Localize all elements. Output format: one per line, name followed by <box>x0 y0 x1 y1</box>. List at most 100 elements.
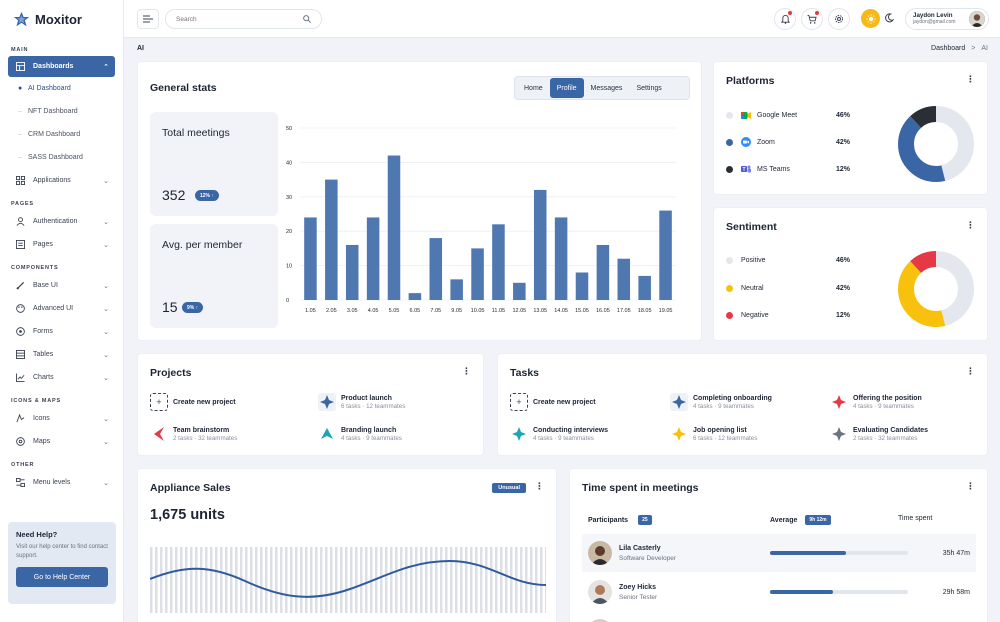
sidebar-item-forms[interactable]: Forms ⌄ <box>0 320 123 343</box>
sidebar-item-dashboards[interactable]: Dashboards ⌃ <box>8 56 115 77</box>
task-name: Conducting interviews <box>533 426 609 434</box>
sidebar-subitem-crm-dashboard[interactable]: – CRM Dashboard <box>0 123 123 146</box>
task-name: Evaluating Candidates <box>853 426 929 434</box>
search-icon[interactable] <box>303 15 311 23</box>
chevron-down-icon: ⌄ <box>103 242 109 249</box>
palette-icon <box>15 304 25 314</box>
sidebar-subitem-sass-dashboard[interactable]: – SASS Dashboard <box>0 146 123 169</box>
create-task-project-button[interactable]: + Create new project <box>510 390 596 414</box>
time-spent-more-icon[interactable]: ⋮ <box>966 481 975 491</box>
table-row[interactable]: Zoey Hicks Senior Tester 29h 58m <box>582 573 976 611</box>
logo[interactable]: Moxitor <box>0 0 123 38</box>
sidebar-item-charts[interactable]: Charts ⌄ <box>0 366 123 389</box>
donut-slice[interactable] <box>898 251 974 327</box>
sentiment-more-icon[interactable]: ⋮ <box>966 220 975 230</box>
task-item[interactable]: Offering the position 4 tasks · 9 teammat… <box>830 390 922 414</box>
table-row[interactable] <box>582 612 976 622</box>
sidebar-item-label: Authentication <box>33 218 78 225</box>
project-item[interactable]: Team brainstorm 2 tasks · 32 teammates <box>150 422 237 446</box>
section-other: OTHER <box>11 462 35 468</box>
avg-per-member-badge: 9% ↑ <box>182 302 204 313</box>
bar[interactable] <box>554 217 568 300</box>
x-tick-label: 2.05 <box>326 308 337 314</box>
x-tick-label: 15.05 <box>575 308 589 314</box>
sidebar-subitem-nft-dashboard[interactable]: – NFT Dashboard <box>0 100 123 123</box>
create-project-button[interactable]: + Create new project <box>150 390 236 414</box>
tasks-card: Tasks ⋮ + Create new project Completing … <box>497 353 988 456</box>
light-mode-button[interactable] <box>861 9 880 28</box>
task-item[interactable]: Evaluating Candidates 2 tasks · 32 teamma… <box>830 422 928 446</box>
task-item[interactable]: Job opening list 6 tasks · 12 teammates <box>670 422 757 446</box>
sidebar-item-menu-levels[interactable]: Menu levels ⌄ <box>0 471 123 494</box>
appliance-sales-card: Appliance Sales Unusual ⋮ 1,675 units <box>137 468 557 622</box>
table-row[interactable]: Lila Casterly Software Developer 35h 47m <box>582 534 976 572</box>
breadcrumb: Dashboard > AI <box>931 45 988 52</box>
sentiment-card: Sentiment ⋮ Positive 46% Neutral 42% Neg… <box>713 207 988 341</box>
sidebar-item-applications[interactable]: Applications ⌄ <box>0 169 123 192</box>
help-center-button[interactable]: Go to Help Center <box>16 567 108 587</box>
legend-dot <box>726 111 733 119</box>
ms-teams-icon: T <box>741 164 751 174</box>
bar[interactable] <box>387 155 401 300</box>
sidebar-subitem-ai-dashboard[interactable]: ● AI Dashboard <box>0 77 123 100</box>
sidebar-subitem-label: SASS Dashboard <box>28 154 83 161</box>
bar[interactable] <box>638 275 651 300</box>
project-item[interactable]: Branding launch 4 tasks · 9 teammates <box>318 422 402 446</box>
project-item[interactable]: Product launch 6 tasks · 12 teammates <box>318 390 405 414</box>
user-menu[interactable]: Jaydon Levin jaydon@gmail.com <box>905 8 989 30</box>
sidebar-item-advanced-ui[interactable]: Advanced UI ⌄ <box>0 297 123 320</box>
bar[interactable] <box>471 248 484 300</box>
appliance-units-value: 1,675 units <box>150 507 225 523</box>
bar[interactable] <box>429 238 443 300</box>
sidebar-item-maps[interactable]: Maps ⌄ <box>0 430 123 453</box>
sidebar-item-base-ui[interactable]: Base UI ⌄ <box>0 274 123 297</box>
bar[interactable] <box>345 244 359 300</box>
tab-profile[interactable]: Profile <box>549 78 584 98</box>
bar[interactable] <box>513 282 526 300</box>
bar[interactable] <box>492 224 505 300</box>
donut-slice[interactable] <box>898 106 974 182</box>
breadcrumb-link-dashboard[interactable]: Dashboard <box>931 45 966 52</box>
task-item[interactable]: Conducting interviews 4 tasks · 9 teammat… <box>510 422 608 446</box>
table-icon <box>15 350 25 360</box>
sidebar-item-tables[interactable]: Tables ⌄ <box>0 343 123 366</box>
tasks-more-icon[interactable]: ⋮ <box>966 366 975 376</box>
bar[interactable] <box>366 217 380 300</box>
tab-home[interactable]: Home <box>524 84 543 92</box>
bar[interactable] <box>304 217 317 300</box>
bar[interactable] <box>617 258 631 300</box>
bar[interactable] <box>575 272 589 300</box>
legend-label: Neutral <box>741 284 764 292</box>
dash-icon: – <box>18 131 22 138</box>
tab-settings[interactable]: Settings <box>636 84 662 92</box>
task-item[interactable]: Completing onboarding 4 tasks · 9 teammat… <box>670 390 772 414</box>
sidebar-item-pages[interactable]: Pages ⌄ <box>0 233 123 256</box>
yellow-shape-icon <box>670 425 688 443</box>
y-tick-label: 0 <box>286 298 289 304</box>
sidebar-item-icons[interactable]: Icons ⌄ <box>0 407 123 430</box>
chevron-down-icon: ⌄ <box>103 329 109 336</box>
bar[interactable] <box>450 279 463 300</box>
legend-dot <box>726 138 733 146</box>
bar[interactable] <box>408 293 422 300</box>
cart-button[interactable] <box>801 8 823 30</box>
bar[interactable] <box>533 189 547 300</box>
tab-messages[interactable]: Messages <box>590 84 623 92</box>
sidebar-item-authentication[interactable]: Authentication ⌄ <box>0 210 123 233</box>
menu-levels-icon <box>15 478 25 488</box>
appliance-more-icon[interactable]: ⋮ <box>535 481 544 491</box>
bar[interactable] <box>659 210 672 300</box>
donut-slice[interactable] <box>898 251 974 327</box>
cart-icon <box>807 14 817 24</box>
search-input[interactable] <box>176 15 296 23</box>
notifications-button[interactable] <box>774 8 796 30</box>
menu-toggle-button[interactable] <box>137 9 159 29</box>
bar[interactable] <box>596 244 610 300</box>
donut-slice[interactable] <box>898 106 974 182</box>
platforms-more-icon[interactable]: ⋮ <box>966 74 975 84</box>
projects-more-icon[interactable]: ⋮ <box>462 366 471 376</box>
settings-button[interactable] <box>828 8 850 30</box>
bar[interactable] <box>325 179 338 300</box>
average-label: Average <box>770 516 798 524</box>
dark-mode-button[interactable] <box>882 11 896 25</box>
